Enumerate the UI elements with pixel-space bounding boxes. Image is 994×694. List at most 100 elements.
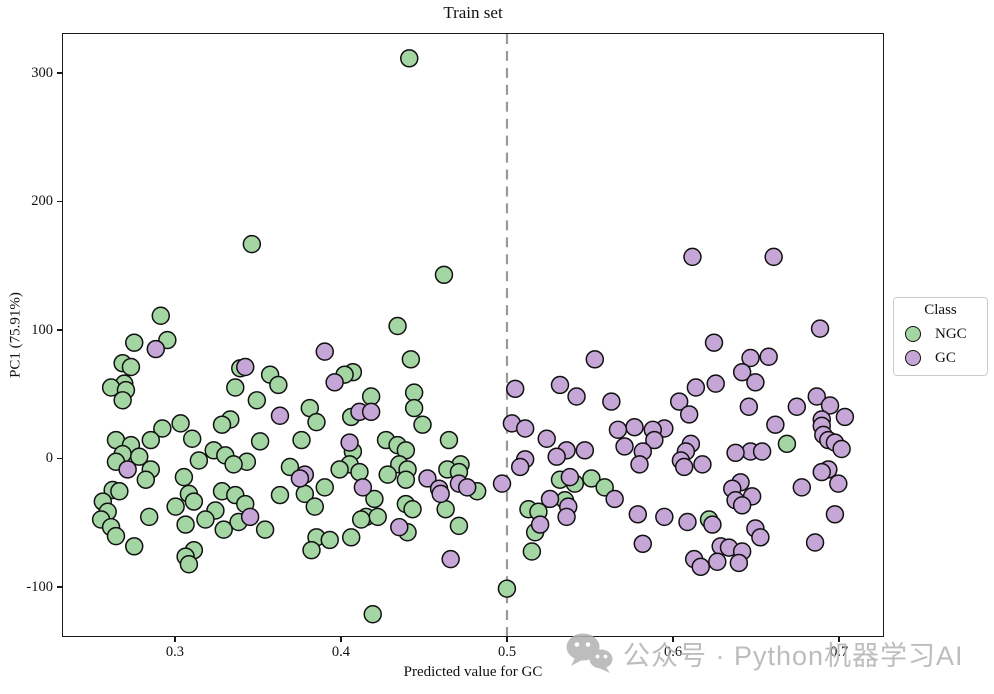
data-point-ngc (368, 507, 387, 527)
data-point-gc (270, 406, 290, 425)
y-axis-label: PC1 (75.91%) (7, 292, 24, 378)
chart-title: Train set (443, 3, 503, 22)
x-tick-label: 0.4 (331, 644, 351, 660)
legend: Class NGC GC (893, 297, 988, 376)
data-point-ngc (106, 526, 126, 546)
data-point-gc (792, 478, 812, 497)
x-tick-mark (672, 637, 674, 642)
data-point-gc (550, 375, 570, 395)
legend-title: Class (924, 302, 957, 318)
y-tick-mark (57, 329, 62, 331)
data-point-ngc (182, 429, 202, 448)
scatter-canvas (91, 34, 855, 636)
data-point-gc (704, 333, 724, 352)
data-point-gc (807, 387, 826, 406)
data-point-gc (726, 443, 745, 463)
data-point-gc (751, 528, 770, 547)
x-tick-label: 0.5 (497, 644, 517, 660)
data-point-ngc (174, 467, 194, 487)
data-point-ngc (189, 451, 209, 470)
data-point-gc (729, 553, 749, 573)
data-point-gc (835, 407, 855, 427)
data-point-ngc (302, 540, 321, 560)
data-point-ngc (595, 478, 614, 497)
data-point-ngc (365, 489, 384, 509)
data-point-ngc (307, 412, 326, 432)
data-point-ngc (330, 460, 349, 479)
data-point-gc (431, 484, 450, 504)
data-point-ngc (214, 520, 233, 539)
data-point-ngc (378, 465, 397, 484)
data-point-ngc (255, 520, 275, 539)
data-point-ngc (341, 528, 361, 547)
data-point-ngc (351, 510, 371, 529)
data-point-gc (630, 455, 649, 474)
data-point-gc (492, 474, 512, 493)
data-point-gc (691, 557, 710, 577)
data-point-ngc (129, 447, 149, 466)
data-point-gc (560, 467, 580, 487)
data-point-gc (669, 392, 689, 411)
data-point-gc (510, 457, 530, 477)
data-point-gc (353, 478, 373, 497)
data-point-gc (674, 457, 694, 477)
data-point-ngc (124, 537, 144, 556)
data-point-gc (325, 373, 344, 392)
data-point-gc (805, 533, 825, 552)
data-point-ngc (436, 500, 455, 519)
data-point-ngc (196, 510, 215, 529)
data-point-ngc (305, 497, 325, 516)
y-tick-mark (57, 200, 62, 203)
data-point-gc (706, 374, 725, 393)
data-point-ngc (582, 469, 601, 488)
data-point-ngc (153, 419, 172, 438)
data-point-ngc (320, 530, 339, 550)
data-point-ngc (350, 462, 369, 482)
data-point-gc (732, 496, 752, 515)
data-point-ngc (139, 507, 159, 527)
data-point-ngc (292, 430, 311, 450)
legend-row-ngc: NGC (894, 322, 987, 346)
data-point-gc (832, 439, 851, 459)
data-point-ngc (449, 516, 469, 536)
data-point-gc (146, 339, 166, 359)
data-point-gc (812, 462, 831, 482)
data-point-gc (390, 517, 409, 537)
data-point-ngc (400, 49, 419, 68)
data-point-gc (537, 429, 556, 448)
data-point-gc (605, 489, 624, 509)
data-point-gc (567, 387, 586, 406)
data-point-gc (820, 396, 840, 415)
data-point-ngc (434, 265, 454, 285)
data-point-ngc (522, 542, 542, 561)
data-point-ngc (269, 375, 288, 395)
data-point-gc (825, 505, 845, 524)
data-point-ngc (141, 430, 161, 450)
data-point-ngc (171, 414, 190, 433)
data-point-ngc (404, 383, 424, 402)
data-point-ngc (363, 605, 382, 624)
ngc-marker-icon (905, 326, 921, 342)
data-point-gc (625, 417, 644, 437)
data-point-ngc (179, 555, 199, 574)
data-point-gc (236, 357, 255, 377)
x-tick-mark (174, 637, 176, 642)
watermark: 公众号 · Python机器学习AI (563, 632, 964, 674)
data-point-gc (655, 507, 674, 527)
plot-area (62, 33, 884, 637)
data-point-gc (810, 319, 830, 338)
data-point-gc (585, 350, 605, 369)
data-point-ngc (242, 234, 262, 254)
data-point-gc (683, 247, 702, 267)
data-point-ngc (361, 387, 381, 406)
data-point-ngc (184, 492, 204, 511)
data-point-gc (340, 433, 359, 452)
data-point-gc (615, 437, 634, 456)
data-point-gc (540, 489, 560, 509)
y-tick-label: 0 (45, 450, 53, 467)
data-point-ngc (176, 515, 195, 534)
data-point-ngc (497, 579, 517, 598)
data-point-ngc (124, 333, 144, 352)
data-point-ngc (270, 485, 290, 505)
data-point-gc (732, 362, 752, 382)
